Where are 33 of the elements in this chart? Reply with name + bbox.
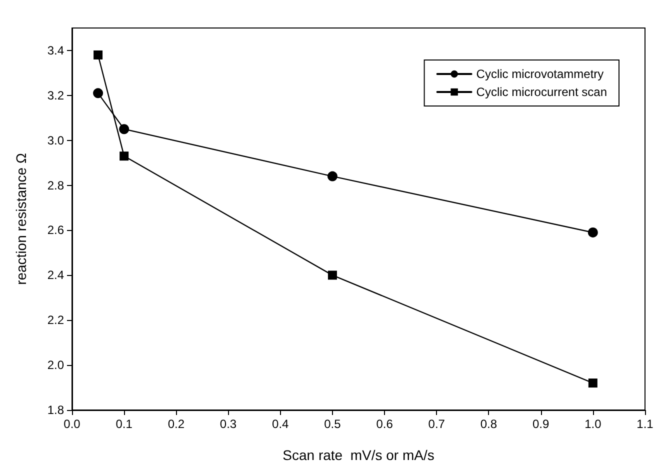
y-tick-label: 3.4 [47, 43, 64, 58]
x-axis-title: Scan rate mV/s or mA/s [282, 447, 434, 463]
y-axis-title: reaction resistance Ω [13, 153, 29, 285]
y-tick-label: 2.0 [47, 358, 64, 372]
x-tick-label: 0.9 [532, 417, 550, 431]
y-tick-label: 2.8 [47, 178, 64, 192]
x-tick-label: 1.1 [636, 417, 654, 431]
point [93, 88, 104, 98]
x-tick-label: 0.6 [376, 417, 394, 431]
x-tick-label: 0.3 [220, 417, 237, 431]
point [588, 227, 598, 238]
point [119, 124, 130, 134]
y-tick-label: 1.8 [47, 403, 64, 417]
x-tick-label: 1.0 [584, 417, 602, 431]
y-tick-label: 2.6 [47, 223, 64, 238]
x-tick-label: 0.2 [168, 417, 185, 431]
point [94, 50, 103, 60]
x-tick-label: 0.8 [480, 417, 498, 431]
x-tick-label: 0.1 [116, 417, 133, 431]
x-tick-label: 0.7 [428, 417, 446, 431]
y-tick-label: 2.4 [47, 268, 64, 282]
x-tick-label: 0.4 [272, 417, 290, 431]
point [120, 152, 129, 161]
point [588, 378, 598, 388]
legend-label: Cyclic microcurrent scan [476, 85, 608, 99]
y-tick-label: 3.2 [47, 88, 64, 102]
y-tick-label: 3.0 [47, 133, 64, 148]
point [328, 270, 337, 280]
x-tick-label: 0.5 [324, 417, 342, 431]
point [327, 171, 338, 182]
legend-label: Cyclic microvotammetry [476, 67, 604, 81]
y-tick-label: 2.2 [47, 313, 64, 328]
x-tick-label: 0.0 [64, 417, 81, 431]
